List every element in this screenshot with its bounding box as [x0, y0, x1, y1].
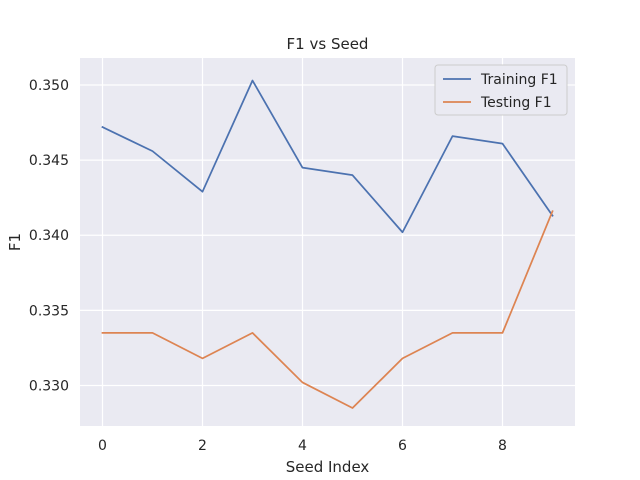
series-lines [101, 79, 554, 409]
legend: Training F1 Testing F1 [434, 64, 568, 116]
plot-area [80, 58, 575, 426]
x-tick-label: 8 [498, 438, 507, 454]
x-tick-label: 0 [98, 438, 107, 454]
y-axis-label: F1 [6, 233, 24, 251]
chart-title: F1 vs Seed [287, 35, 369, 53]
y-tick-label: 0.345 [29, 153, 69, 169]
y-tick-label: 0.350 [29, 78, 69, 94]
x-axis-label: Seed Index [286, 458, 370, 476]
y-tick-label: 0.340 [29, 228, 69, 244]
legend-label-testing: Testing F1 [480, 95, 552, 111]
series-line-testing-f1 [101, 210, 554, 409]
y-tick-label: 0.335 [29, 303, 69, 319]
y-tick-label: 0.330 [29, 378, 69, 394]
y-tick-labels: 0.330 0.335 0.340 0.345 0.350 [29, 78, 69, 394]
x-tick-label: 4 [298, 438, 307, 454]
legend-label-training: Training F1 [480, 72, 558, 88]
x-tick-label: 6 [398, 438, 407, 454]
x-tick-labels: 0 2 4 6 8 [98, 438, 507, 454]
x-tick-label: 2 [198, 438, 207, 454]
series-line-training-f1 [101, 79, 554, 234]
